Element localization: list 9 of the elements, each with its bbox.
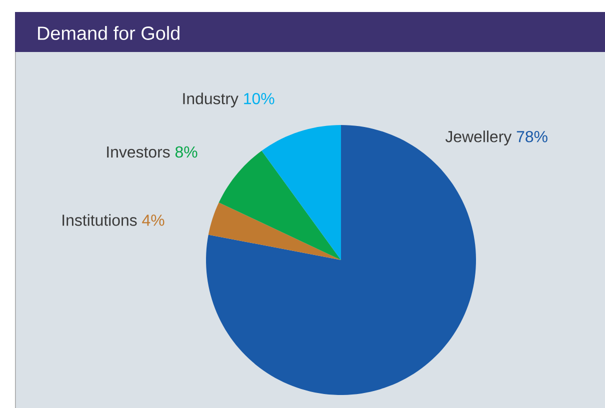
data-label: 4% xyxy=(142,214,164,226)
data-label: 78% xyxy=(516,130,548,142)
data-label: 10% xyxy=(244,92,274,104)
slice-label: Jewellery xyxy=(445,130,512,146)
slice-label: Institutions xyxy=(62,214,137,226)
data-label: 8% xyxy=(175,146,198,158)
chart-title: Demand for Gold xyxy=(38,26,180,40)
slice-label: Industry xyxy=(183,92,238,108)
slice-label: Investors xyxy=(107,146,170,158)
